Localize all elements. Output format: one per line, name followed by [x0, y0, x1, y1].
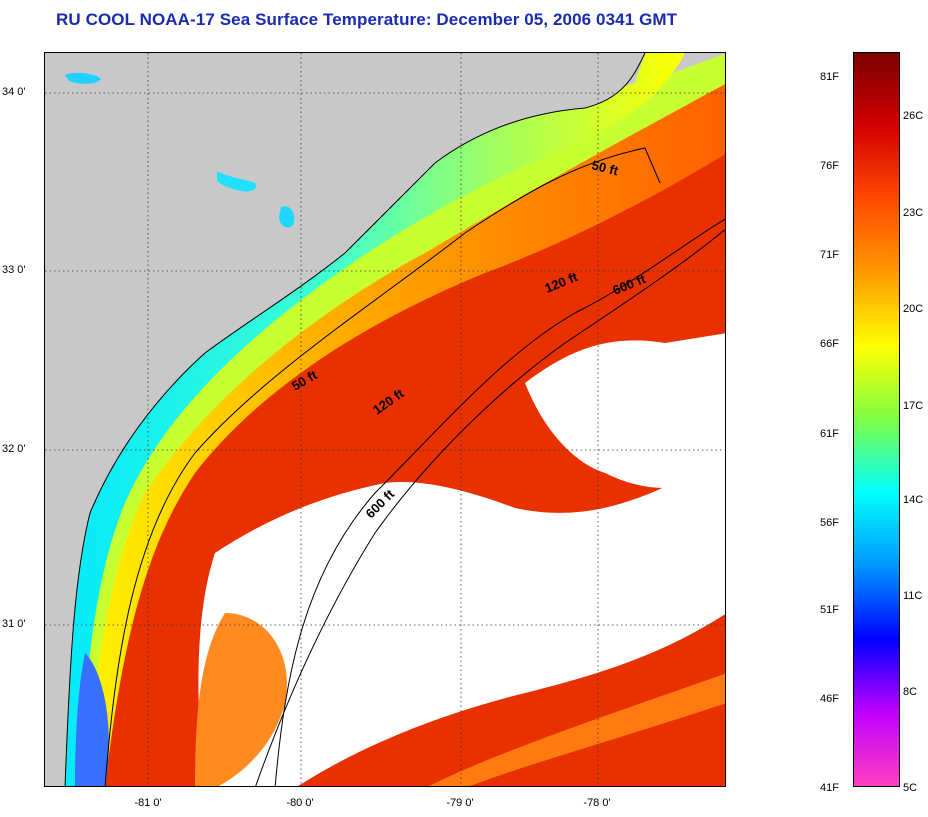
blue-patch — [75, 653, 109, 786]
colorbar-c-26: 26C — [903, 110, 924, 122]
sst-map[interactable]: 50 ft 120 ft 600 ft 50 ft 120 ft 600 ft — [44, 52, 726, 787]
lon-label-81: -81 0' — [134, 797, 162, 809]
lat-label-33: 33 0' — [2, 264, 26, 276]
colorbar-f-46: 46F — [820, 693, 839, 705]
colorbar-f-66: 66F — [820, 338, 839, 350]
colorbar-c-20: 20C — [903, 303, 924, 315]
isobath-600ft — [255, 228, 725, 786]
colorbar-f-81: 81F — [820, 71, 839, 83]
isobath-50ft — [104, 147, 661, 786]
colorbar-c-11: 11C — [903, 590, 923, 602]
contour-label-50ft-north: 50 ft — [590, 157, 620, 178]
coastline — [64, 53, 646, 786]
colorbar-f-51: 51F — [820, 604, 839, 616]
lat-label-32: 32 0' — [2, 443, 26, 455]
graticule — [45, 53, 725, 786]
inner-shelf-region — [45, 53, 725, 786]
small-lake — [65, 72, 101, 84]
lake-moultrie — [279, 206, 295, 228]
colorbar-c-17: 17C — [903, 400, 924, 412]
land-region — [45, 53, 645, 786]
sst-map-canvas: 50 ft 120 ft 600 ft 50 ft 120 ft 600 ft — [45, 53, 725, 786]
warm-filament — [429, 673, 725, 786]
lat-label-34: 34 0' — [2, 86, 26, 98]
lake-marion — [217, 171, 257, 192]
colorbar-f-41: 41F — [820, 782, 839, 794]
colorbar-f-76: 76F — [820, 160, 839, 172]
colorbar-c-14: 14C — [903, 494, 924, 506]
colorbar-f-61: 61F — [820, 428, 839, 440]
lon-label-80: -80 0' — [286, 797, 314, 809]
lon-label-78: -78 0' — [583, 797, 611, 809]
colorbar-c-23: 23C — [903, 207, 924, 219]
colorbar-c-5: 5C — [903, 782, 918, 794]
lat-label-31: 31 0' — [2, 618, 26, 630]
warm-filament-south — [521, 723, 725, 786]
map-title: RU COOL NOAA-17 Sea Surface Temperature:… — [56, 10, 678, 29]
lon-label-79: -79 0' — [446, 797, 474, 809]
colorbar-f-56: 56F — [820, 517, 839, 529]
isobath-120ft — [274, 218, 725, 786]
temperature-colorbar — [853, 52, 900, 787]
colorbar-c-8: 8C — [903, 686, 918, 698]
colorbar-f-71: 71F — [820, 249, 839, 261]
cloud-region — [198, 454, 725, 786]
cool-patch — [195, 613, 287, 786]
cloud-region-east — [525, 333, 725, 488]
